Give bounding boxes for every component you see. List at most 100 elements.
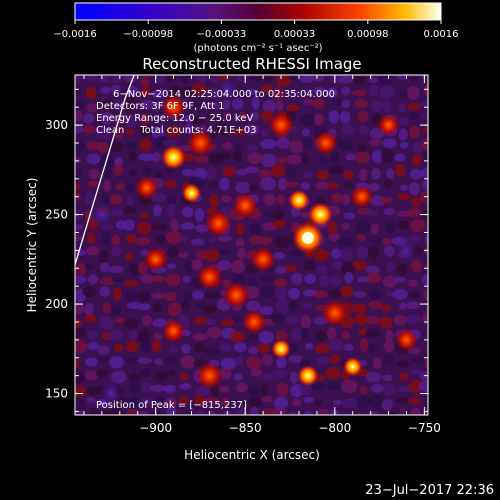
texture-blob [75,340,88,354]
texture-blob [359,386,368,394]
texture-blob [289,139,304,154]
texture-blob [419,101,428,108]
texture-blob [247,346,259,355]
hotspot [342,356,363,377]
texture-blob [100,100,110,110]
texture-blob [300,182,311,190]
texture-blob [302,171,315,179]
texture-blob [194,155,210,164]
hotspot [143,246,169,272]
texture-blob [75,141,87,153]
texture-blob [222,99,231,111]
texture-blob [75,125,84,134]
texture-blob [170,218,180,232]
texture-blob [339,111,351,124]
texture-blob [84,302,94,316]
texture-blob [124,96,136,110]
texture-blob [368,394,384,409]
texture-blob [248,184,259,192]
texture-blob [314,343,331,354]
texture-blob [75,327,87,338]
texture-blob [329,353,341,364]
texture-blob [290,328,303,341]
texture-blob [275,266,288,274]
x-tick-label: −850 [229,421,262,435]
texture-blob [286,154,302,165]
texture-blob [407,102,421,111]
texture-blob [411,153,422,166]
texture-blob [380,196,393,204]
texture-blob [75,223,83,231]
texture-blob [370,384,385,393]
texture-blob [165,231,182,245]
hotspot [232,192,259,219]
texture-blob [166,125,182,138]
texture-blob [183,115,194,124]
texture-blob [383,412,400,415]
texture-blob [411,259,422,273]
texture-blob [217,260,232,271]
texture-blob [343,343,354,352]
image-background-texture [75,75,428,415]
texture-blob [365,266,380,274]
texture-blob [406,314,422,325]
texture-blob [368,84,379,97]
texture-blob [139,124,154,137]
texture-blob [140,212,149,219]
texture-blob [231,98,244,110]
texture-blob [208,235,217,244]
solar-limb [75,75,135,265]
texture-blob [418,381,428,392]
texture-blob [380,304,392,312]
texture-blob [85,191,96,205]
texture-blob [407,397,421,405]
texture-blob [86,153,101,165]
texture-blob [194,410,206,415]
texture-blob [111,234,121,246]
texture-blob [397,102,407,113]
texture-blob [285,167,297,178]
texture-blob [85,86,97,100]
texture-blob [218,385,230,393]
texture-blob [112,75,122,85]
texture-blob [191,115,205,125]
texture-blob [300,113,316,127]
texture-blob [167,302,182,317]
hotspot [395,328,418,352]
texture-blob [271,312,285,325]
texture-blob [283,181,299,188]
texture-blob [342,398,359,409]
texture-blob [331,260,343,270]
texture-blob [179,235,189,243]
texture-blob [208,410,216,415]
texture-blob [219,343,232,352]
texture-blob [84,357,98,367]
texture-blob [341,194,351,206]
texture-blob [260,139,277,150]
texture-blob [149,384,166,393]
texture-blob [220,195,232,203]
texture-blob [154,135,169,150]
texture-blob [153,171,165,179]
texture-blob [398,128,408,141]
texture-blob [164,397,177,409]
texture-blob [343,170,354,180]
texture-blob [287,300,299,312]
colorbar-tick-label: −0.0016 [53,29,96,40]
texture-blob [137,291,151,302]
colorbar-ticks [74,20,442,24]
texture-blob [351,89,367,96]
texture-blob [123,279,139,287]
texture-blob [216,123,232,136]
texture-blob [247,278,257,288]
texture-blob [163,384,176,394]
texture-blob [191,259,204,271]
texture-blob [393,276,406,283]
texture-blob [258,169,272,180]
texture-blob [411,356,424,364]
texture-blob [220,318,235,326]
texture-blob [238,111,248,120]
hotspot [98,381,124,406]
texture-blob [138,303,151,311]
texture-blob [215,152,232,161]
